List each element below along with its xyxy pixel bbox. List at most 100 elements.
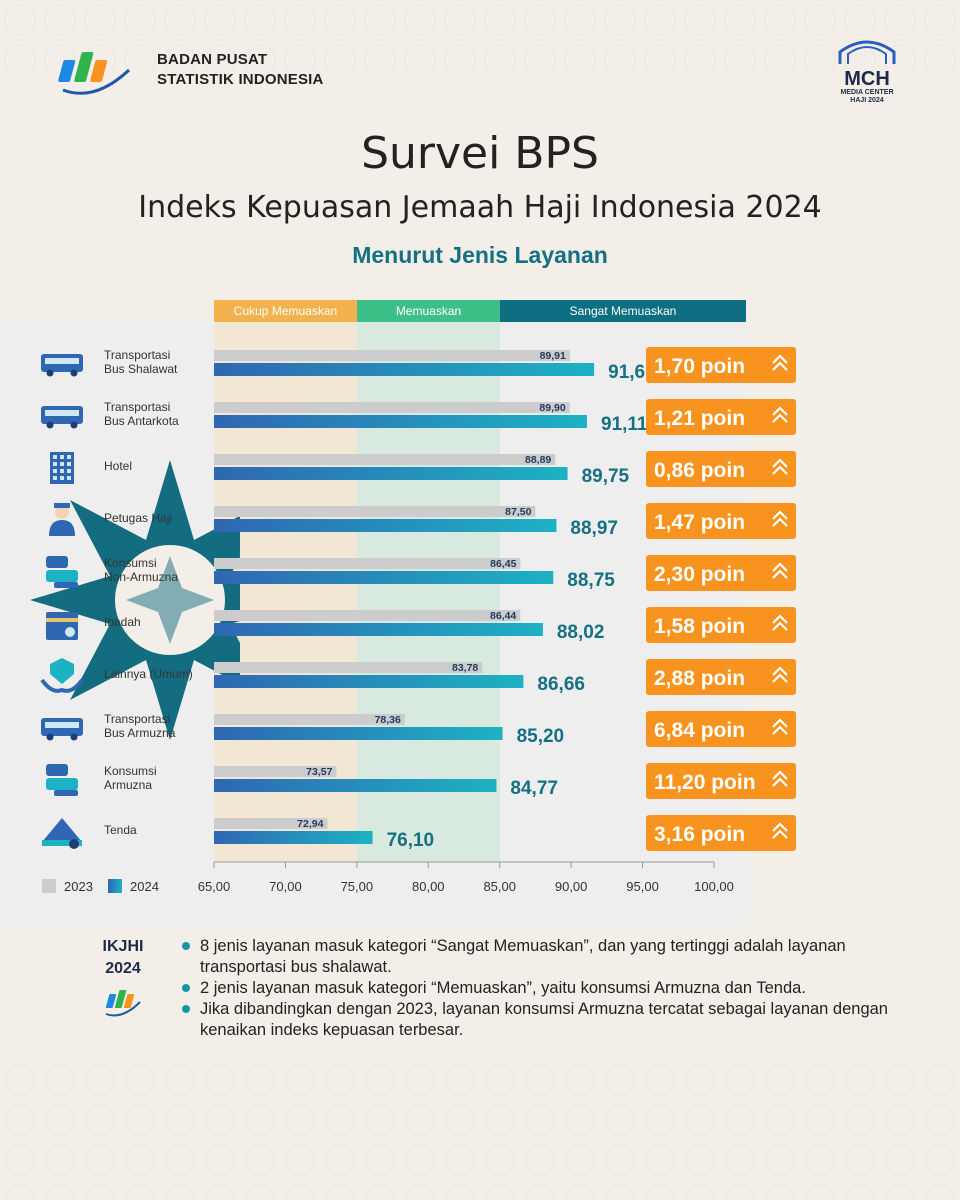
change-badge: 1,21 poin bbox=[646, 399, 796, 435]
bar-2024 bbox=[214, 467, 568, 480]
change-value: 1,58 poin bbox=[654, 615, 745, 638]
bar-2023 bbox=[214, 506, 536, 517]
chevron-up-icon bbox=[772, 718, 788, 728]
org-line2: STATISTIK INDONESIA bbox=[157, 71, 324, 88]
zone-tab-sangat: Sangat Memuaskan bbox=[500, 300, 746, 322]
change-value: 1,21 poin bbox=[654, 407, 745, 430]
value-label-2024: 88,75 bbox=[567, 570, 615, 591]
bus-wheel bbox=[70, 733, 78, 741]
x-tick-label: 100,00 bbox=[694, 879, 734, 894]
category-label: Bus Antarkota bbox=[104, 414, 179, 428]
chevron-up-icon bbox=[772, 770, 788, 780]
legend-label-2023: 2023 bbox=[64, 879, 93, 894]
food-box bbox=[54, 582, 78, 588]
chevron-up-icon bbox=[772, 569, 788, 579]
bus-window bbox=[45, 358, 79, 364]
pilgrim bbox=[65, 627, 75, 637]
change-badge: 1,58 poin bbox=[646, 607, 796, 643]
value-label-2023: 89,91 bbox=[540, 350, 566, 362]
x-tick-label: 95,00 bbox=[626, 879, 659, 894]
value-label-2023: 86,44 bbox=[490, 610, 516, 622]
change-badge: 1,70 poin bbox=[646, 347, 796, 383]
change-value: 1,70 poin bbox=[654, 355, 745, 378]
value-label-2024: 91,11 bbox=[601, 414, 648, 435]
chevron-up-icon bbox=[772, 458, 788, 468]
bus-wheel bbox=[46, 369, 54, 377]
chevron-up-icon bbox=[772, 666, 788, 676]
value-label-2024: 91,61 bbox=[608, 362, 656, 383]
chevron-up-icon bbox=[772, 829, 788, 839]
bus-wheel bbox=[70, 369, 78, 377]
hotel-window bbox=[53, 462, 57, 466]
value-label-2023: 88,89 bbox=[525, 454, 551, 466]
ikjhi-label: IKJHI 2024 bbox=[100, 936, 146, 980]
mch-name: MCH bbox=[844, 68, 890, 90]
value-label-2024: 88,97 bbox=[570, 518, 618, 539]
hotel-window bbox=[67, 476, 71, 480]
x-tick-label: 70,00 bbox=[269, 879, 302, 894]
change-badge-bg bbox=[646, 607, 796, 643]
category-label: Bus Armuzna bbox=[104, 726, 176, 740]
tent-base bbox=[42, 840, 82, 846]
worship-icon bbox=[46, 612, 78, 640]
category-label: Lainnya (Umum) bbox=[104, 667, 193, 681]
chevron-up-icon bbox=[772, 562, 788, 572]
value-label-2024: 88,02 bbox=[557, 622, 605, 643]
section-title: Menurut Jenis Layanan bbox=[352, 242, 608, 268]
category-label: Hotel bbox=[104, 459, 132, 473]
value-label-2024: 85,20 bbox=[517, 726, 565, 747]
category-label: Konsumsi bbox=[104, 764, 157, 778]
food-box bbox=[54, 790, 78, 796]
decorative-star bbox=[30, 460, 240, 740]
hotel-window bbox=[53, 455, 57, 459]
bar-2024 bbox=[214, 415, 587, 428]
hotel-window bbox=[67, 462, 71, 466]
hotel-window bbox=[53, 476, 57, 480]
value-label-2023: 86,45 bbox=[490, 558, 516, 570]
legend-label-2024: 2024 bbox=[130, 879, 159, 894]
change-badge-bg bbox=[646, 347, 796, 383]
change-badge: 0,86 poin bbox=[646, 451, 796, 487]
food-icon bbox=[46, 764, 78, 796]
ikjhi-label1: IKJHI bbox=[102, 938, 144, 955]
change-value: 6,84 poin bbox=[654, 719, 745, 742]
chevron-up-icon bbox=[772, 361, 788, 371]
page-subtitle: Indeks Kepuasan Jemaah Haji Indonesia 20… bbox=[138, 190, 822, 225]
bar-2024 bbox=[214, 727, 503, 740]
arch-icon bbox=[838, 40, 896, 64]
legend-swatch-2024 bbox=[108, 879, 122, 893]
note-item: 2 jenis layanan masuk kategori “Memuaska… bbox=[180, 978, 900, 999]
chevron-up-icon bbox=[772, 465, 788, 475]
ikjhi-label2: 2024 bbox=[105, 960, 141, 977]
chevron-up-icon bbox=[772, 621, 788, 631]
chevron-up-icon bbox=[772, 510, 788, 520]
zone-tab-cukup: Cukup Memuaskan bbox=[214, 300, 357, 322]
change-badge: 1,47 poin bbox=[646, 503, 796, 539]
value-label-2024: 86,66 bbox=[537, 674, 585, 695]
tent-icon bbox=[42, 818, 82, 849]
value-label-2023: 78,36 bbox=[375, 714, 401, 726]
bar-2024 bbox=[214, 675, 524, 688]
change-value: 2,88 poin bbox=[654, 667, 745, 690]
x-tick-label: 85,00 bbox=[483, 879, 516, 894]
legend-swatch-2023 bbox=[42, 879, 56, 893]
change-badge-bg bbox=[646, 659, 796, 695]
chevron-up-icon bbox=[772, 725, 788, 735]
food-bowl bbox=[46, 764, 68, 776]
hotel-window bbox=[60, 455, 64, 459]
chevron-up-icon bbox=[772, 406, 788, 416]
bottom-pattern bbox=[0, 1060, 960, 1200]
hotel-window bbox=[60, 462, 64, 466]
chevron-up-icon bbox=[772, 517, 788, 527]
food-icon bbox=[46, 556, 78, 588]
chart-row: Petugas Haji 87,50 88,97 1,47 poin bbox=[49, 503, 796, 539]
bar-2024 bbox=[214, 571, 554, 584]
category-label: Tenda bbox=[104, 823, 137, 837]
value-label-2024: 84,77 bbox=[510, 778, 558, 799]
top-pattern bbox=[0, 0, 960, 70]
chart-row: Ibadah 86,44 88,02 1,58 poin bbox=[46, 607, 796, 643]
chevron-up-icon bbox=[772, 777, 788, 787]
food-tray bbox=[46, 570, 78, 582]
